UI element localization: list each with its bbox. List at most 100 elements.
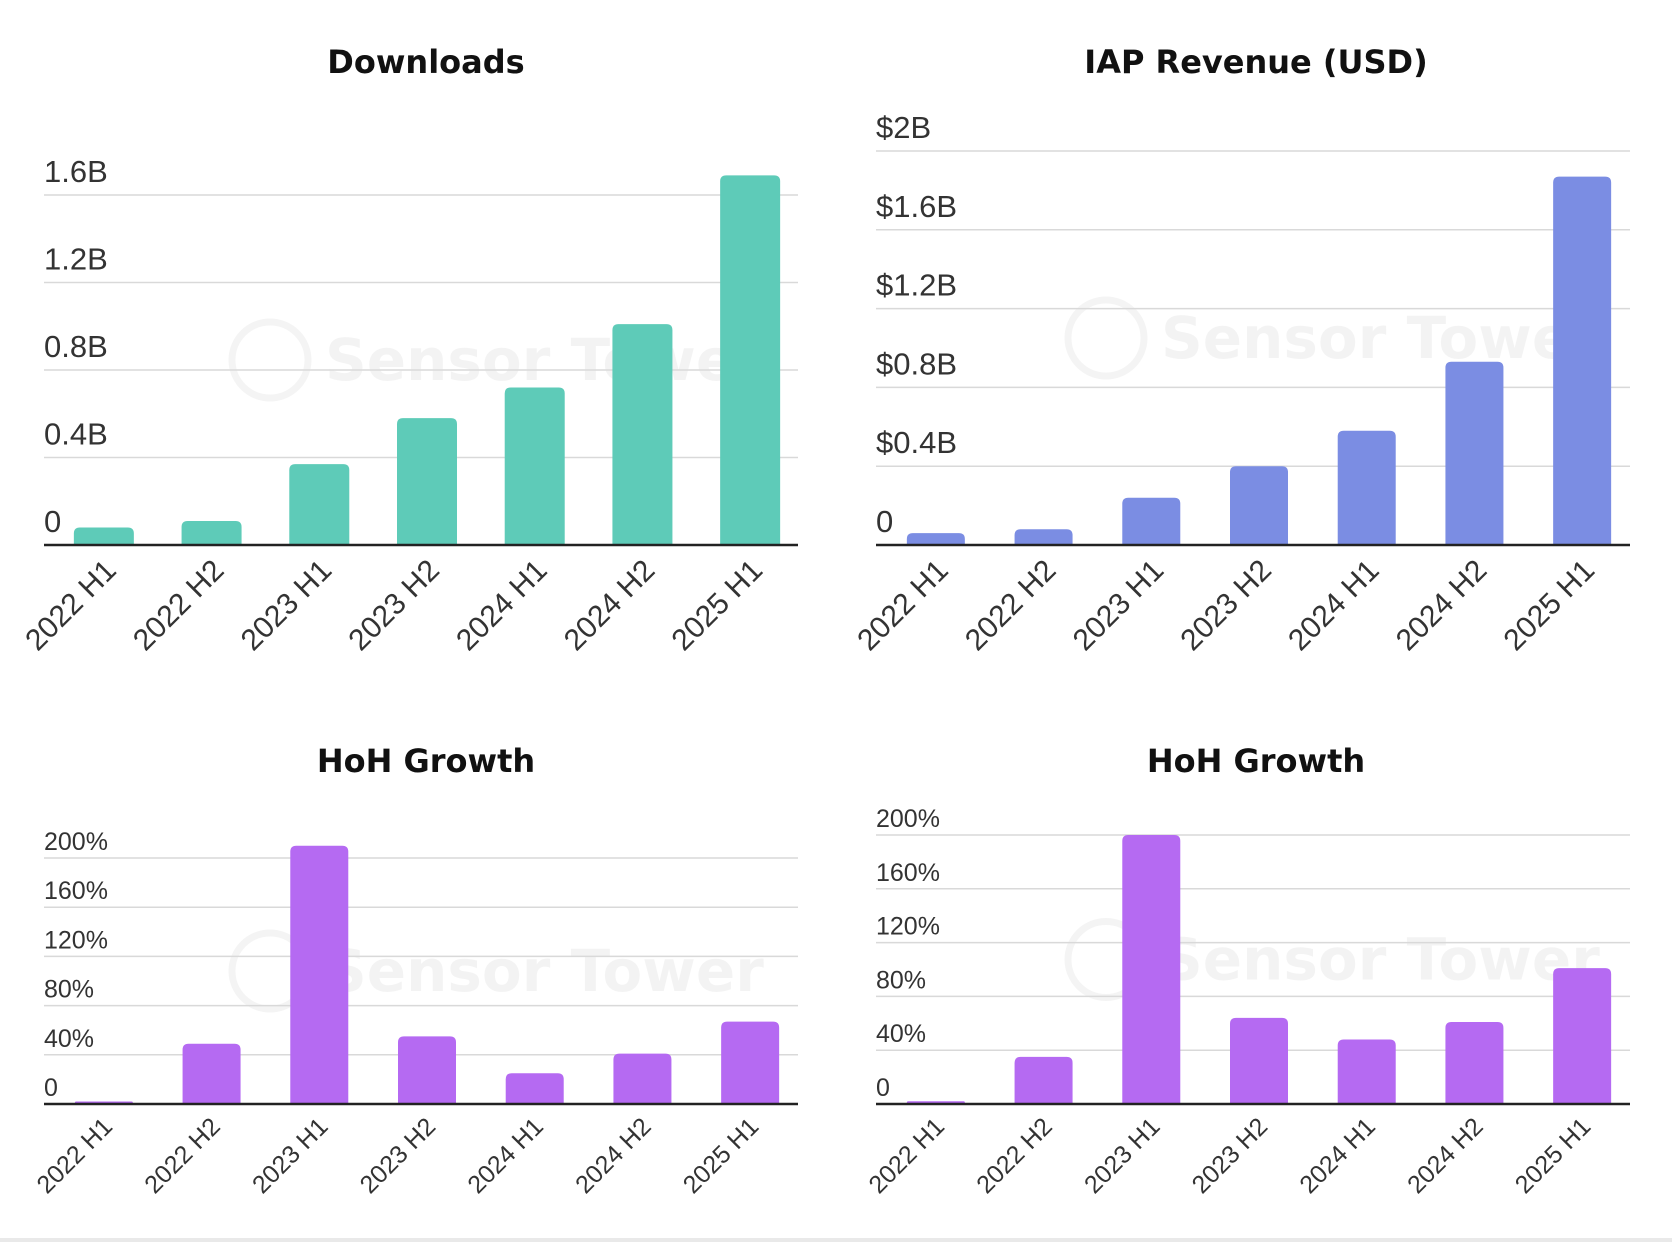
y-tick-label: 40% — [44, 1025, 94, 1053]
bar — [290, 845, 349, 1104]
y-tick-label: 160% — [44, 877, 108, 905]
bar — [73, 527, 134, 545]
watermark-text: Sensor Tower — [325, 937, 764, 1005]
y-tick-label: 40% — [876, 1020, 926, 1048]
bar — [182, 1043, 241, 1104]
bar — [1445, 1021, 1504, 1104]
x-tick-label: 2024 H1 — [1282, 554, 1386, 658]
x-tick-label: 2022 H1 — [31, 1112, 118, 1199]
x-tick-label: 2025 H1 — [1510, 1112, 1597, 1199]
watermark: Sensor Tower — [228, 929, 764, 1013]
y-tick-label: 0 — [44, 1074, 58, 1102]
x-tick-label: 2022 H2 — [959, 554, 1063, 658]
x-tick-label: 2025 H1 — [678, 1112, 765, 1199]
y-tick-label: 0 — [876, 504, 893, 539]
chart-title: Downloads — [327, 43, 524, 81]
x-tick-label: 2024 H1 — [462, 1112, 549, 1199]
iap-revenue-chart: Sensor Tower IAP Revenue (USD) 0 $0.4B $0.8B… — [836, 0, 1672, 700]
bar — [1230, 466, 1288, 545]
x-tick-label: 2023 H1 — [247, 1112, 334, 1199]
bar — [1014, 529, 1073, 545]
x-tick-label: 2024 H1 — [450, 554, 554, 658]
x-tick-label: 2023 H2 — [1174, 554, 1278, 658]
y-tick-label: $1.6B — [876, 189, 957, 224]
bar — [1553, 968, 1612, 1104]
bar — [1445, 361, 1504, 545]
bar — [289, 464, 350, 545]
downloads-chart: Sensor Tower Downloads 0 0.4B 0.8B 1.2B 1.6B 20… — [0, 0, 836, 700]
x-tick-label: 2023 H2 — [355, 1112, 442, 1199]
downloads-growth-chart: Sensor Tower HoH Growth 0 40% 80% 120% 160% 200… — [0, 700, 836, 1242]
bar — [720, 175, 781, 545]
y-tick-label: 120% — [44, 926, 108, 954]
bar — [612, 324, 673, 545]
x-tick-label: 2024 H2 — [570, 1112, 657, 1199]
bar — [1230, 1017, 1288, 1104]
y-tick-label: 1.6B — [44, 154, 108, 189]
chart-title: HoH Growth — [317, 742, 535, 780]
x-tick-label: 2022 H1 — [19, 554, 123, 658]
x-tick-label: 2022 H2 — [971, 1112, 1058, 1199]
bar — [505, 1073, 564, 1104]
x-tick-label: 2022 H2 — [139, 1112, 226, 1199]
watermark: Sensor Tower — [1064, 918, 1600, 1001]
bar — [1553, 176, 1612, 546]
y-tick-label: 80% — [876, 966, 926, 994]
x-tick-label: 2023 H2 — [1187, 1112, 1274, 1199]
bar — [1014, 1056, 1073, 1104]
page-divider — [0, 1238, 1672, 1242]
x-tick-label: 2023 H1 — [1079, 1112, 1166, 1199]
y-tick-label: $2B — [876, 110, 931, 145]
x-tick-label: 2022 H1 — [851, 554, 955, 658]
bar — [1337, 430, 1396, 545]
x-tick-label: 2022 H2 — [127, 554, 231, 658]
x-tick-label: 2024 H2 — [558, 554, 662, 658]
x-tick-label: 2024 H2 — [1390, 554, 1494, 658]
watermark-logo-icon — [228, 318, 312, 402]
watermark-text: Sensor Tower — [1161, 926, 1600, 994]
chart-svg: Sensor Tower IAP Revenue (USD) 0 $0.4B $0.8B… — [851, 43, 1630, 658]
y-tick-label: 160% — [876, 859, 940, 887]
y-tick-label: 0 — [876, 1074, 890, 1102]
chart-svg: Sensor Tower HoH Growth 0 40% 80% 120% 160% 200… — [863, 742, 1630, 1199]
bar — [613, 1053, 672, 1104]
revenue-growth-chart: Sensor Tower HoH Growth 0 40% 80% 120% 160% 200… — [836, 700, 1672, 1242]
y-tick-label: 0.4B — [44, 417, 108, 452]
watermark-text: Sensor Tower — [1161, 304, 1600, 372]
chart-title: HoH Growth — [1147, 742, 1365, 780]
x-tick-label: 2025 H1 — [1498, 554, 1602, 658]
y-tick-label: $0.4B — [876, 425, 957, 460]
y-tick-label: 200% — [876, 805, 940, 833]
bar — [398, 1036, 456, 1104]
y-tick-label: $0.8B — [876, 346, 957, 381]
bar — [504, 387, 565, 545]
x-tick-label: 2023 H1 — [1067, 554, 1171, 658]
bar — [1122, 835, 1181, 1104]
y-tick-label: 1.2B — [44, 242, 108, 277]
bar — [721, 1021, 780, 1104]
y-tick-label: 80% — [44, 976, 94, 1004]
chart-svg: Sensor Tower HoH Growth 0 40% 80% 120% 160% 200… — [31, 742, 798, 1199]
y-tick-label: 0.8B — [44, 329, 108, 364]
x-tick-label: 2025 H1 — [666, 554, 770, 658]
bar — [181, 520, 242, 545]
chart-svg: Sensor Tower Downloads 0 0.4B 0.8B 1.2B 1.6B 20… — [19, 43, 798, 658]
bar — [906, 533, 965, 545]
chart-title: IAP Revenue (USD) — [1084, 43, 1427, 81]
watermark: Sensor Tower — [228, 318, 764, 402]
y-tick-label: 0 — [44, 504, 61, 539]
x-tick-label: 2023 H2 — [342, 554, 446, 658]
watermark-logo-icon — [1064, 296, 1148, 380]
watermark-text: Sensor Tower — [325, 326, 764, 394]
bar — [397, 418, 457, 545]
y-tick-label: 200% — [44, 828, 108, 856]
x-tick-label: 2022 H1 — [863, 1112, 950, 1199]
bar — [1122, 497, 1181, 545]
watermark: Sensor Tower — [1064, 296, 1600, 380]
y-tick-label: 120% — [876, 913, 940, 941]
y-tick-label: $1.2B — [876, 268, 957, 303]
bar — [1337, 1039, 1396, 1104]
x-tick-label: 2023 H1 — [235, 554, 339, 658]
x-tick-label: 2024 H2 — [1402, 1112, 1489, 1199]
x-tick-label: 2024 H1 — [1294, 1112, 1381, 1199]
